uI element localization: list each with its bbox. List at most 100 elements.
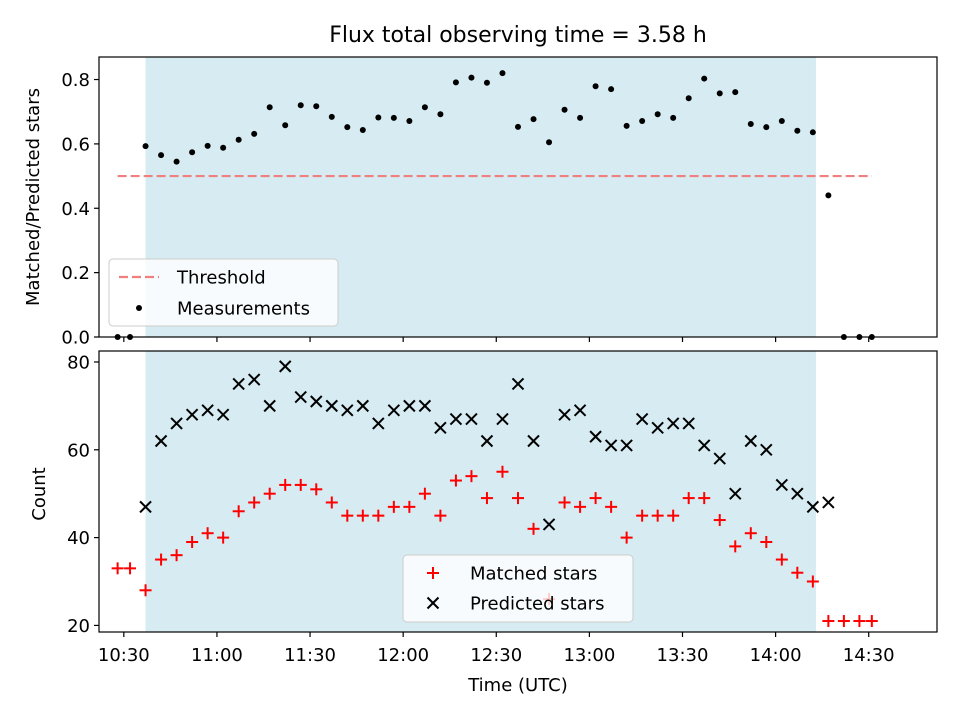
legend-measurements-swatch — [136, 305, 142, 311]
matched-stars-marker — [651, 509, 664, 522]
bottom-ytick-label: 40 — [67, 528, 90, 549]
matched-stars-marker — [775, 553, 788, 566]
bottom-legend: Matched stars Predicted stars — [402, 554, 634, 623]
measurements-point — [421, 104, 428, 111]
predicted-stars-marker-b — [651, 421, 664, 435]
measurements-point — [220, 144, 227, 151]
matched-stars-marker — [170, 549, 183, 562]
predicted-stars-marker-b — [434, 421, 447, 435]
bottom-legend-box — [402, 554, 634, 623]
predicted-stars-marker — [216, 408, 230, 421]
predicted-stars-marker — [760, 443, 773, 456]
predicted-stars-marker-b — [418, 399, 432, 413]
predicted-stars-marker — [170, 417, 183, 430]
predicted-stars-marker — [154, 434, 168, 448]
xtick-label: 12:00 — [377, 645, 429, 666]
matched-stars-marker — [496, 465, 509, 478]
predicted-stars-marker-b — [822, 496, 835, 509]
matched-stars-marker — [418, 487, 431, 500]
predicted-stars-marker — [527, 434, 540, 448]
predicted-stars-marker — [620, 439, 633, 452]
matched-stars-marker — [589, 492, 602, 505]
predicted-stars-marker-b — [139, 500, 152, 514]
predicted-stars-marker-b — [791, 487, 804, 500]
xtick-label: 10:30 — [98, 645, 150, 666]
predicted-stars-marker — [806, 500, 820, 514]
measurements-point — [716, 90, 723, 97]
measurements-point — [173, 158, 180, 165]
measurements-point — [670, 114, 677, 121]
measurements-point — [654, 111, 661, 118]
bottom-ytick-label: 60 — [67, 440, 90, 461]
xtick-label: 12:30 — [470, 645, 522, 666]
measurements-point — [809, 129, 816, 136]
predicted-stars-marker — [325, 399, 338, 413]
measurements-point — [577, 114, 584, 121]
predicted-stars-marker — [651, 421, 664, 435]
predicted-stars-marker — [682, 417, 695, 430]
predicted-stars-marker-b — [216, 408, 230, 421]
measurements-point — [328, 113, 335, 120]
measurements-point — [561, 106, 568, 113]
measurements-point — [189, 149, 196, 156]
bottom-ylabel: Count — [29, 467, 50, 520]
measurements-point — [282, 122, 289, 129]
measurements-point — [639, 118, 646, 125]
measurements-point — [794, 127, 801, 134]
matched-stars-marker — [124, 562, 137, 575]
xtick-label: 13:30 — [657, 645, 709, 666]
predicted-stars-marker — [201, 404, 214, 417]
xtick-label: 14:30 — [843, 645, 895, 666]
predicted-stars-marker — [791, 487, 804, 500]
predicted-stars-marker-b — [294, 390, 307, 404]
top-panel: 0.0 0.2 0.4 0.6 0.8 Threshold Measurements — [61, 56, 938, 349]
measurements-point — [623, 122, 630, 129]
predicted-stars-marker-b — [511, 377, 525, 391]
predicted-stars-marker-b — [713, 452, 726, 465]
matched-stars-marker — [605, 500, 618, 513]
predicted-stars-marker-b — [666, 417, 680, 430]
matched-stars-marker — [201, 527, 214, 540]
measurements-point — [266, 104, 273, 111]
predicted-stars-marker-b — [372, 417, 385, 430]
predicted-stars-marker — [465, 412, 478, 426]
measurements-point — [747, 120, 754, 127]
matched-stars-marker — [372, 509, 385, 522]
predicted-stars-marker — [263, 399, 276, 413]
measurements-point — [344, 124, 351, 131]
predicted-stars-marker-b — [325, 399, 338, 413]
xtick-label: 14:00 — [750, 645, 802, 666]
x-axis-label: Time (UTC) — [467, 675, 568, 696]
predicted-stars-marker-b — [403, 399, 416, 413]
measurements-point — [437, 111, 444, 118]
matched-stars-marker — [713, 514, 726, 527]
top-ylabel: Matched/Predicted stars — [23, 88, 44, 306]
predicted-stars-marker — [511, 377, 525, 391]
predicted-stars-marker-b — [806, 500, 820, 514]
measurements-point — [297, 102, 304, 109]
measurements-point — [158, 152, 165, 159]
measurements-point — [142, 143, 149, 150]
matched-stars-marker — [620, 531, 633, 544]
predicted-stars-marker-b — [170, 417, 183, 430]
predicted-stars-marker-b — [744, 434, 757, 448]
matched-stars-marker — [434, 509, 447, 522]
measurements-point — [592, 83, 599, 90]
matched-stars-marker — [248, 496, 261, 509]
predicted-stars-marker — [729, 487, 742, 500]
measurements-point — [204, 142, 211, 149]
predicted-stars-marker — [341, 404, 354, 417]
measurements-point — [390, 114, 397, 121]
predicted-stars-marker — [139, 500, 152, 514]
predicted-stars-marker-b — [760, 443, 773, 456]
matched-stars-marker — [865, 615, 878, 628]
predicted-stars-marker-b — [496, 412, 509, 426]
matched-stars-marker — [325, 496, 338, 509]
predicted-stars-marker-b — [527, 434, 540, 448]
bottom-panel: 20 40 60 80 10:30 11:00 11:30 12:00 12:30 13:00 13… — [67, 350, 938, 666]
predicted-stars-marker-b — [154, 434, 168, 448]
matched-stars-marker — [682, 492, 695, 505]
matched-stars-marker — [217, 531, 230, 544]
matched-stars-marker — [837, 615, 850, 628]
